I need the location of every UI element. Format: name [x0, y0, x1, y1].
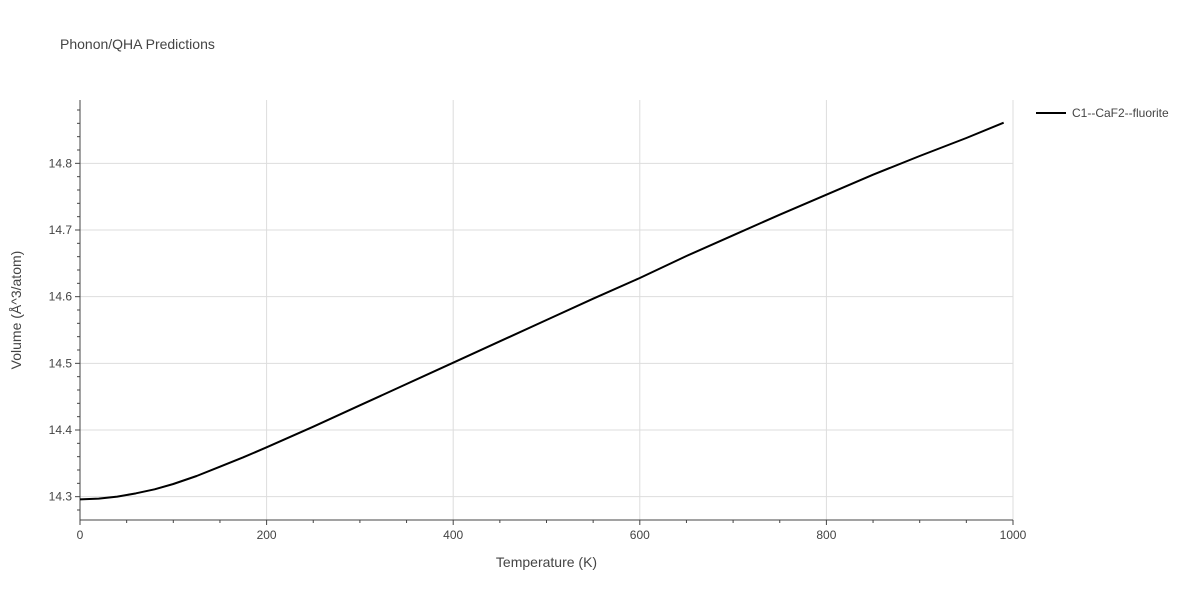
x-tick-label: 800	[816, 528, 836, 542]
y-tick-label: 14.5	[49, 356, 73, 370]
tick-labels: 0 200 400 600 800 1000 14.3 14.4 14.5 14.6 14.7 14.…	[49, 156, 1027, 542]
x-tick-label: 0	[77, 528, 84, 542]
y-tick-label: 14.3	[49, 490, 73, 504]
y-tick-label: 14.8	[49, 156, 73, 170]
x-tick-label: 400	[443, 528, 463, 542]
y-axis-label: Volume (Å^3/atom)	[8, 250, 24, 370]
x-tick-label: 1000	[1000, 528, 1027, 542]
legend-label: C1--CaF2--fluorite	[1072, 106, 1169, 120]
x-tick-label: 600	[630, 528, 650, 542]
series-line	[79, 121, 1005, 501]
x-axis-label: Temperature (K)	[495, 554, 598, 570]
x-tick-label: 200	[257, 528, 277, 542]
legend[interactable]: C1--CaF2--fluorite	[1036, 106, 1169, 120]
y-tick-label: 14.7	[49, 223, 73, 237]
legend-swatch	[1036, 112, 1066, 114]
y-tick-label: 14.4	[49, 423, 73, 437]
axes	[75, 100, 1014, 525]
grid-lines	[80, 100, 1014, 520]
y-tick-label: 14.6	[49, 290, 73, 304]
series-layer	[79, 121, 1005, 501]
chart-title: Phonon/QHA Predictions	[60, 36, 215, 52]
